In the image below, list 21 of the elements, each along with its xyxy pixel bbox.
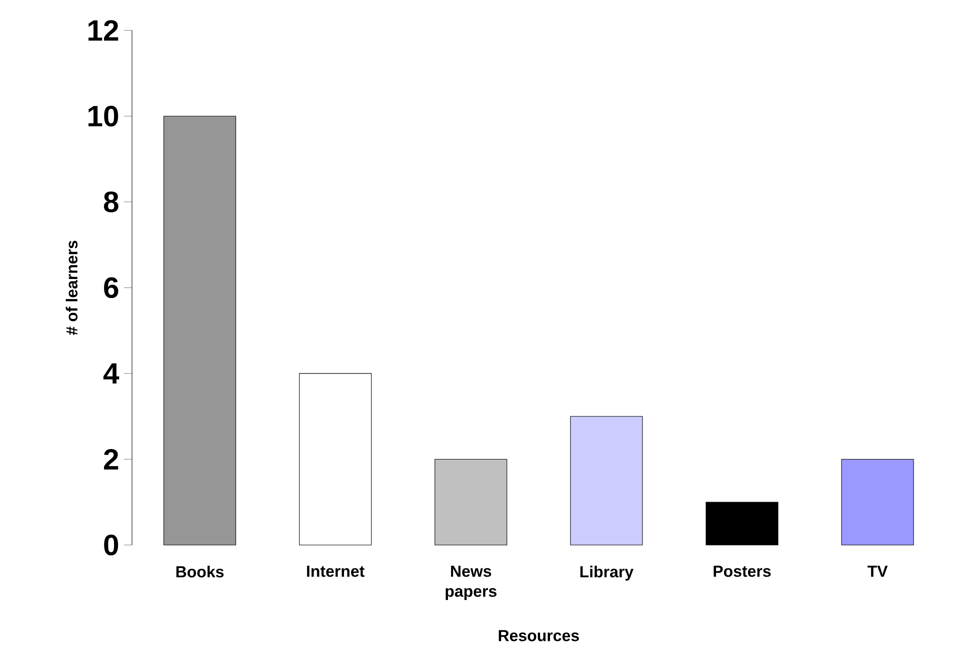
y-tick-label: 8 bbox=[104, 191, 118, 212]
y-tick-label: 4 bbox=[103, 363, 120, 384]
bar bbox=[841, 458, 914, 546]
x-tick-label: TV bbox=[868, 566, 888, 577]
x-tick-label: News papers bbox=[446, 566, 496, 600]
bar bbox=[434, 458, 508, 546]
y-tick-label: 10 bbox=[88, 106, 118, 126]
y-axis-title: # of learners bbox=[66, 240, 78, 335]
y-tick-label: 6 bbox=[104, 277, 118, 298]
x-axis-title: Resources bbox=[498, 630, 579, 642]
x-tick-label: Library bbox=[580, 566, 634, 581]
x-tick-label: Posters bbox=[714, 566, 771, 577]
y-tick-label: 2 bbox=[104, 448, 118, 470]
x-tick-label: Books bbox=[176, 566, 224, 578]
x-tick-label: Internet bbox=[307, 566, 364, 577]
bar bbox=[299, 373, 372, 546]
bar bbox=[570, 416, 643, 546]
bar bbox=[706, 502, 778, 546]
y-tick-label: 0 bbox=[104, 534, 118, 556]
bar bbox=[164, 116, 236, 546]
y-tick-label: 12 bbox=[88, 20, 118, 41]
